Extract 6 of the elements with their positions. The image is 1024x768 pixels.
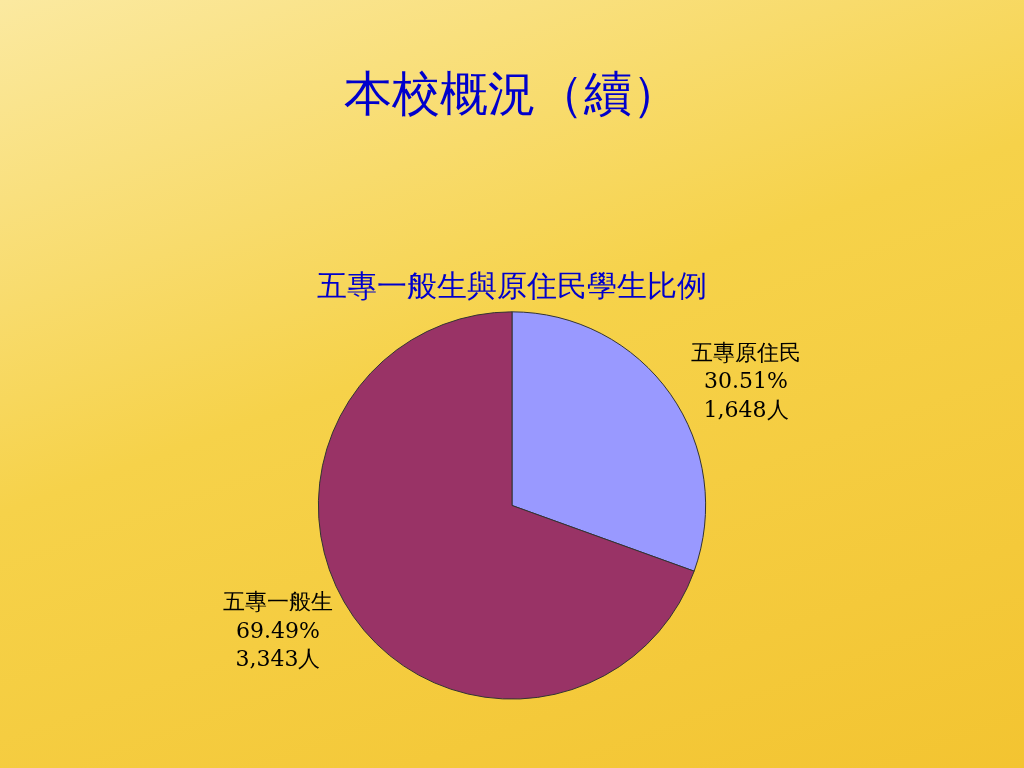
data-label: 30.51% 1,648人 <box>703 368 789 422</box>
slice-label: 五專原住民 <box>691 339 801 365</box>
slice-label: 五專一般生 <box>223 589 333 615</box>
chart-subtitle: 五專一般生與原住民學生比例 <box>317 268 707 303</box>
chart-title: 本校概況（續） <box>344 65 680 122</box>
data-label: 69.49% 3,343人 <box>235 617 321 672</box>
